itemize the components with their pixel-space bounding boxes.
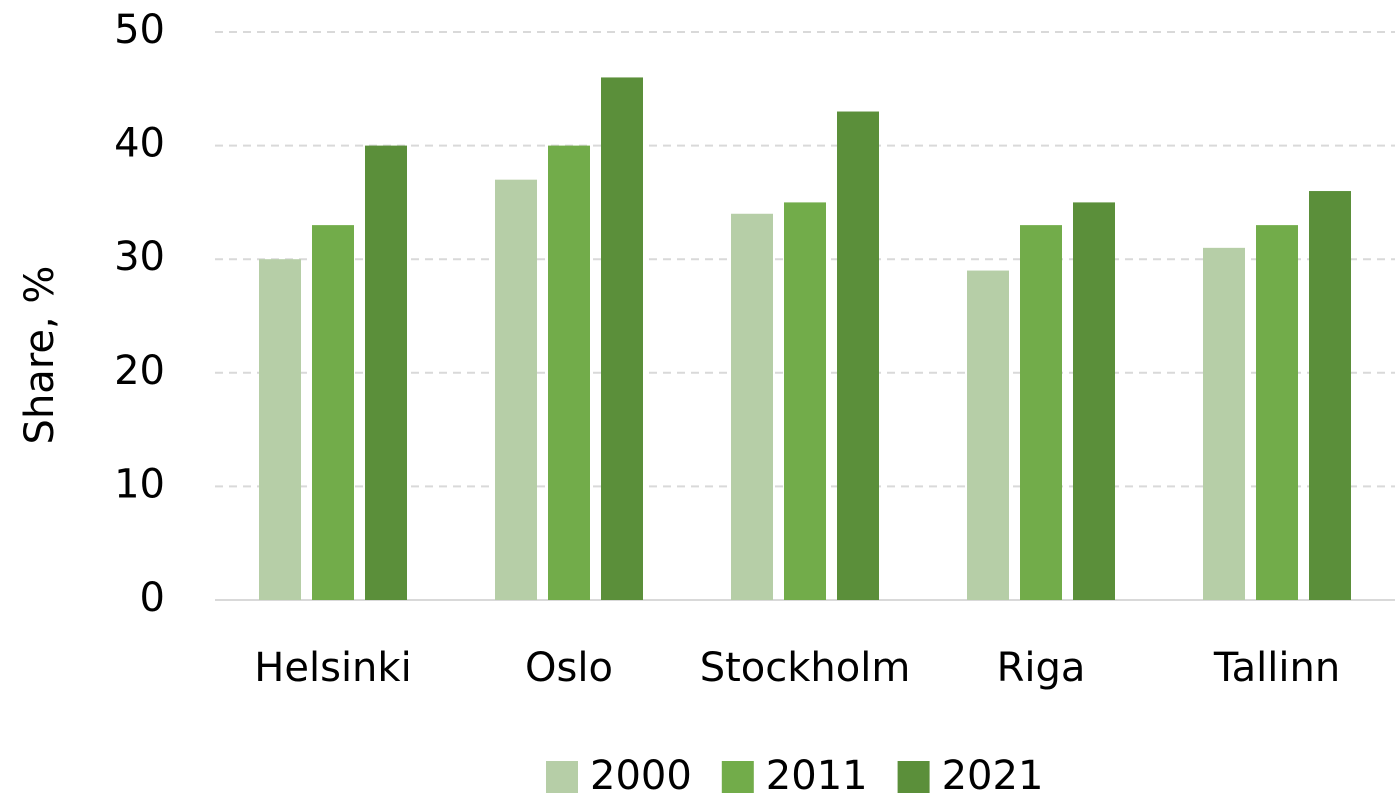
x-tick-label: Tallinn [1213, 645, 1340, 691]
x-tick-label: Helsinki [254, 645, 411, 691]
y-tick-label: 20 [114, 348, 165, 394]
bar [784, 202, 826, 600]
bar [495, 179, 537, 600]
bar [601, 77, 643, 600]
bar [365, 145, 407, 600]
legend-swatch [546, 761, 578, 793]
y-tick-label: 10 [114, 461, 165, 507]
legend-label: 2021 [942, 753, 1044, 799]
bar [967, 270, 1009, 600]
legend-swatch [897, 761, 930, 793]
x-tick-label: Oslo [525, 645, 613, 691]
bar [312, 225, 354, 600]
bar [548, 145, 590, 600]
legend-label: 2000 [590, 753, 692, 799]
bar [1256, 225, 1298, 600]
x-tick-label: Stockholm [700, 645, 911, 691]
legend-swatch [721, 761, 754, 793]
bar [731, 213, 773, 600]
y-tick-label: 40 [114, 121, 165, 167]
bar [1309, 191, 1351, 601]
legend-label: 2011 [766, 753, 868, 799]
y-axis-label: Share, % [17, 266, 63, 445]
x-tick-label: Riga [997, 645, 1086, 691]
bar [1020, 225, 1062, 600]
bar [1073, 202, 1115, 600]
y-tick-label: 0 [140, 575, 165, 621]
bar [1203, 247, 1245, 600]
y-tick-label: 30 [114, 234, 165, 280]
y-tick-label: 50 [114, 7, 165, 53]
bar [259, 259, 301, 600]
bar [837, 111, 879, 601]
